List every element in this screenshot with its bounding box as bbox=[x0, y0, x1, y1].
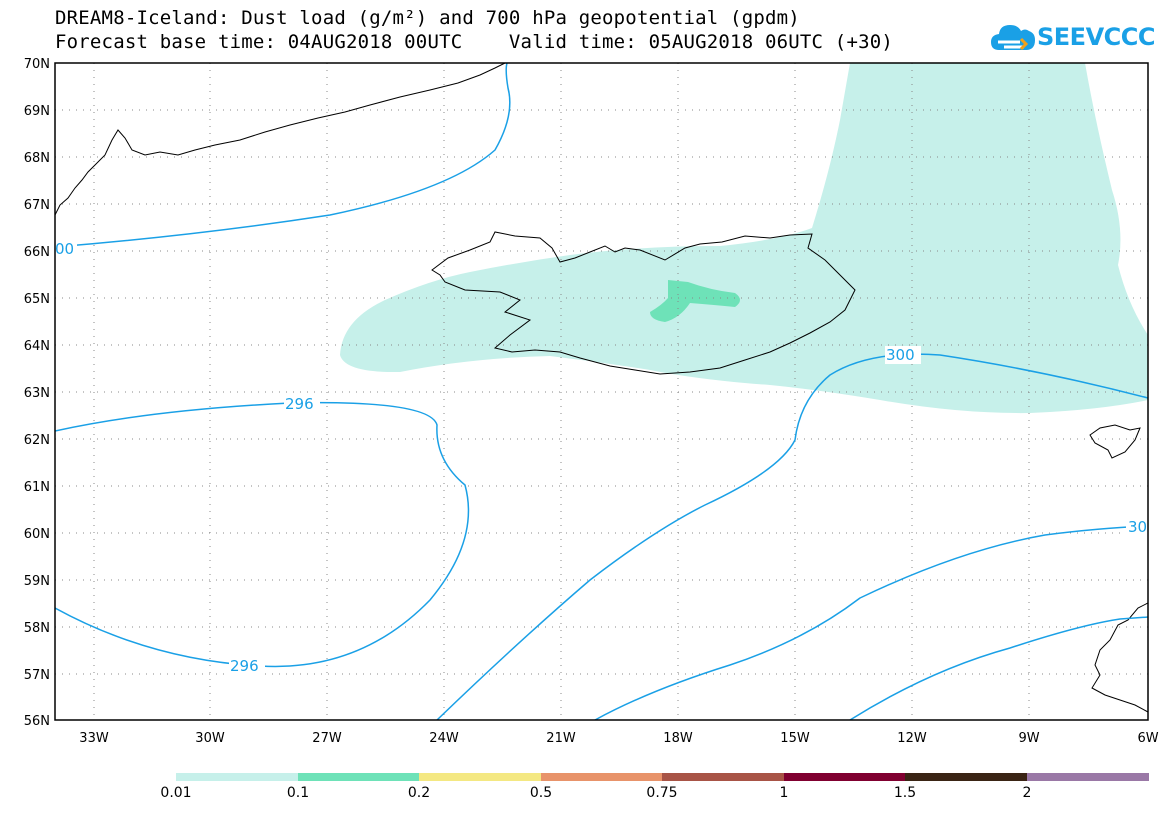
iceland-coastline bbox=[431, 231, 856, 375]
lon-label: 12W bbox=[897, 731, 927, 746]
contour-label-30-right: 30 bbox=[1128, 518, 1147, 536]
legend-swatch bbox=[784, 773, 905, 781]
legend-swatch bbox=[176, 773, 298, 781]
lon-label: 21W bbox=[546, 731, 576, 746]
map-subtitle-times: Forecast base time: 04AUG2018 00UTC Vali… bbox=[55, 31, 894, 53]
map-plot-area: 296 296 300 00 30 bbox=[55, 63, 1148, 720]
legend-label: 1.5 bbox=[894, 785, 916, 801]
lat-label: 64N bbox=[24, 339, 50, 354]
lon-label: 27W bbox=[312, 731, 342, 746]
legend-label: 2 bbox=[1023, 785, 1032, 801]
longitude-axis: 33W 30W 27W 24W 21W 18W 15W 12W 9W 6W bbox=[79, 731, 1158, 746]
lat-label: 60N bbox=[24, 527, 50, 542]
lon-label: 33W bbox=[79, 731, 109, 746]
lon-label: 9W bbox=[1018, 731, 1039, 746]
legend-label: 0.01 bbox=[160, 785, 191, 801]
faroe-islands-coastline bbox=[1089, 424, 1141, 459]
lat-label: 63N bbox=[24, 386, 50, 401]
map-frame bbox=[54, 62, 1149, 721]
legend-swatch bbox=[905, 773, 1027, 781]
contour-line-southeast-1 bbox=[594, 525, 1148, 720]
contour-label-296-top: 296 bbox=[285, 395, 314, 413]
lat-label: 61N bbox=[24, 480, 50, 495]
contour-line-northwest bbox=[55, 63, 511, 248]
legend-label: 0.1 bbox=[287, 785, 309, 801]
lat-label: 58N bbox=[24, 621, 50, 636]
lon-label: 6W bbox=[1137, 731, 1158, 746]
contour-label-296-bottom: 296 bbox=[230, 657, 259, 675]
legend-label: 0.5 bbox=[530, 785, 552, 801]
lat-label: 68N bbox=[24, 151, 50, 166]
coastlines bbox=[55, 63, 1148, 713]
lat-label: 69N bbox=[24, 104, 50, 119]
legend-label: 0.2 bbox=[408, 785, 430, 801]
lat-label: 65N bbox=[24, 292, 50, 307]
contour-line-300 bbox=[436, 353, 1148, 720]
lat-label: 67N bbox=[24, 198, 50, 213]
lat-label: 56N bbox=[24, 714, 50, 729]
legend-colorbar bbox=[176, 773, 1149, 781]
lon-label: 30W bbox=[195, 731, 225, 746]
contour-label-00-left: 00 bbox=[55, 240, 74, 258]
greenland-coastline bbox=[55, 63, 506, 216]
lat-label: 62N bbox=[24, 433, 50, 448]
lat-label: 59N bbox=[24, 574, 50, 589]
contour-label-300: 300 bbox=[886, 346, 915, 364]
dust-load-low-area bbox=[340, 63, 1148, 414]
map-title: DREAM8-Iceland: Dust load (g/m²) and 700… bbox=[55, 7, 800, 29]
lon-label: 18W bbox=[663, 731, 693, 746]
scotland-coastline bbox=[1091, 602, 1148, 713]
lat-label: 66N bbox=[24, 245, 50, 260]
legend-swatch bbox=[541, 773, 662, 781]
legend-swatch bbox=[298, 773, 419, 781]
latitude-axis: 70N 69N 68N 67N 66N 65N 64N 63N 62N 61N … bbox=[24, 57, 50, 729]
lon-label: 15W bbox=[780, 731, 810, 746]
lat-label: 57N bbox=[24, 668, 50, 683]
graticule bbox=[55, 63, 1148, 720]
contour-line-296-loop bbox=[55, 401, 470, 668]
cloud-icon bbox=[991, 25, 1035, 51]
seevccc-logo: SEEVCCC bbox=[990, 20, 1160, 60]
dust-load-mid-area bbox=[650, 280, 740, 322]
legend-label: 0.75 bbox=[646, 785, 677, 801]
logo-text: SEEVCCC bbox=[1037, 23, 1156, 51]
legend-labels: 0.01 0.1 0.2 0.5 0.75 1 1.5 2 bbox=[160, 785, 1031, 801]
legend-label: 1 bbox=[780, 785, 789, 801]
lat-label: 70N bbox=[24, 57, 50, 72]
lon-label: 24W bbox=[429, 731, 459, 746]
contour-line-southeast-2 bbox=[849, 616, 1148, 720]
legend-swatch bbox=[419, 773, 541, 781]
legend-swatch bbox=[662, 773, 784, 781]
legend-swatch bbox=[1027, 773, 1149, 781]
